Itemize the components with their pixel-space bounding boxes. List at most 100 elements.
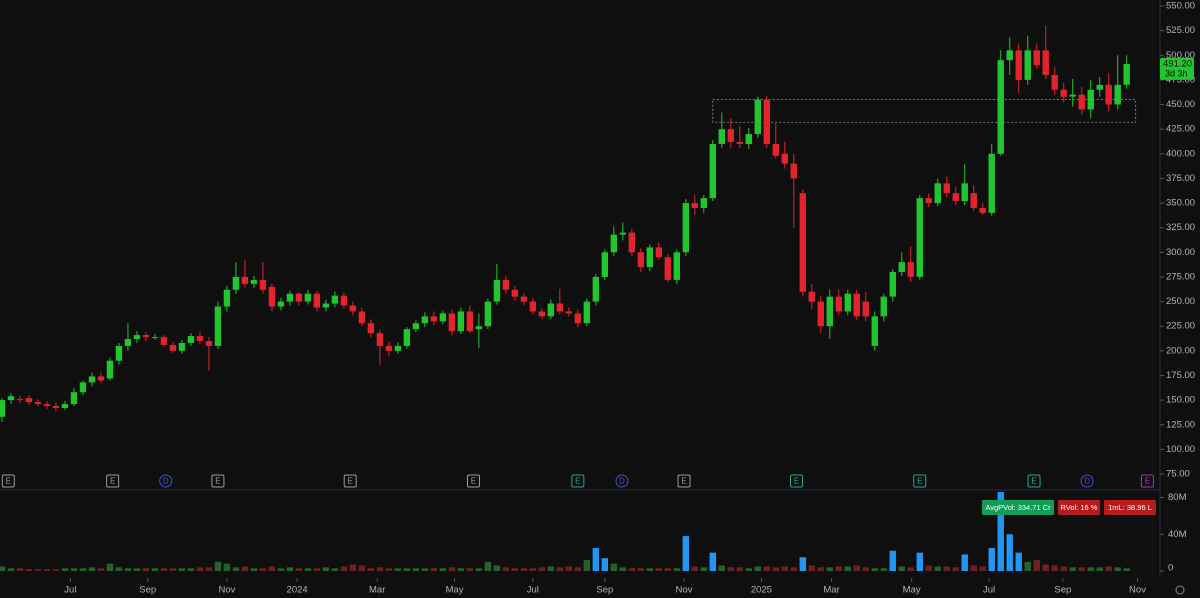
x-tick-label: May: [446, 585, 464, 596]
candle-body: [403, 329, 411, 346]
y-tick-label: 425.00: [1166, 124, 1195, 135]
x-tick-label: Mar: [369, 585, 385, 596]
volume-bar: [529, 568, 537, 571]
volume-bar: [925, 565, 932, 571]
candle-body: [871, 316, 878, 346]
candle-body: [295, 293, 303, 302]
candle-body: [43, 404, 51, 407]
volume-bar: [1015, 552, 1022, 571]
candle-body: [1069, 94, 1076, 97]
candle-body: [52, 406, 60, 408]
candle-body: [457, 311, 465, 332]
candle-body: [988, 153, 995, 213]
volume-bar: [88, 567, 96, 571]
candle-body: [619, 232, 627, 235]
volume-bar: [241, 566, 249, 571]
volume-bar: [844, 566, 851, 571]
volume-bar: [403, 568, 411, 571]
volume-bar: [0, 566, 6, 571]
x-tick-label: Nov: [1129, 585, 1146, 596]
candle-body: [34, 402, 42, 405]
candle-body: [799, 193, 806, 292]
volume-bar: [907, 567, 914, 571]
candle-body: [781, 153, 788, 164]
candle-body: [538, 311, 546, 317]
volume-bar: [880, 568, 887, 571]
candle-body: [79, 382, 87, 393]
volume-bar: [358, 565, 366, 571]
candle-body: [880, 296, 887, 317]
candle-body: [7, 396, 15, 401]
volume-bar: [664, 568, 672, 571]
candle-body: [727, 129, 735, 142]
volume-bar: [502, 567, 510, 571]
volume-bar: [916, 552, 923, 571]
stat-pill: [982, 500, 1054, 515]
volume-bar: [385, 568, 393, 571]
candle-body: [475, 326, 483, 330]
y-tick-label: 400.00: [1166, 148, 1195, 159]
candle-body: [1123, 63, 1130, 85]
candle-body: [745, 134, 752, 144]
candle-body: [709, 143, 717, 199]
candle-body: [700, 198, 708, 208]
volume-bar: [223, 563, 231, 571]
event-label: E: [110, 477, 115, 486]
candle-body: [943, 183, 950, 194]
volume-bar: [1096, 567, 1103, 571]
volume-bar: [439, 568, 447, 571]
volume-bar: [1024, 561, 1031, 571]
candle-body: [628, 232, 636, 253]
volume-bar: [988, 548, 995, 571]
y-tick-label: 225.00: [1166, 321, 1195, 332]
y-tick-label: 550.00: [1166, 1, 1195, 12]
volume-bar: [799, 557, 806, 571]
y-tick-label: 175.00: [1166, 370, 1195, 381]
stat-text: AvgPVol: 334.71 Cr: [985, 503, 1051, 512]
candle-body: [493, 279, 501, 302]
candle-body: [286, 293, 294, 302]
volume-bar: [25, 569, 33, 571]
candle-body: [241, 276, 249, 284]
last-price-box: [1160, 57, 1194, 80]
x-tick-label: May: [903, 585, 921, 596]
volume-bar: [583, 559, 591, 571]
event-label: E: [681, 477, 686, 486]
volume-bar: [754, 566, 761, 571]
volume-bar: [187, 568, 195, 571]
volume-bar: [610, 563, 618, 571]
volume-bar: [997, 492, 1004, 571]
y2-tick-label: 0: [1168, 563, 1173, 574]
candle-body: [106, 360, 114, 379]
candle-body: [808, 291, 815, 302]
volume-bar: [268, 566, 276, 571]
candle-body: [574, 313, 582, 324]
volume-bar: [637, 568, 645, 571]
volume-bar: [214, 561, 222, 571]
event-marker: [211, 474, 225, 488]
event-label: D: [619, 477, 625, 486]
volume-bar: [295, 568, 303, 571]
candle-body: [97, 376, 105, 381]
candle-body: [763, 99, 770, 144]
candle-body: [16, 399, 24, 401]
volume-bar: [340, 566, 348, 571]
candle-body: [583, 301, 591, 324]
settings-icon[interactable]: [1175, 585, 1185, 595]
volume-bar: [1105, 566, 1112, 571]
candle-body: [169, 344, 177, 351]
candle-body: [484, 301, 492, 327]
candle-body: [88, 376, 96, 383]
candle-body: [214, 306, 222, 346]
y-tick-label: 350.00: [1166, 198, 1195, 209]
event-marker: [789, 474, 803, 488]
candle-body: [646, 247, 654, 268]
volume-bar: [457, 568, 465, 571]
volume-bar: [79, 568, 87, 571]
volume-bar: [421, 568, 429, 571]
volume-bar: [151, 568, 159, 571]
countdown: 3d 3h: [1165, 68, 1188, 78]
candle-body: [358, 311, 366, 324]
candle-body: [0, 400, 6, 417]
y-tick-label: 375.00: [1166, 173, 1195, 184]
